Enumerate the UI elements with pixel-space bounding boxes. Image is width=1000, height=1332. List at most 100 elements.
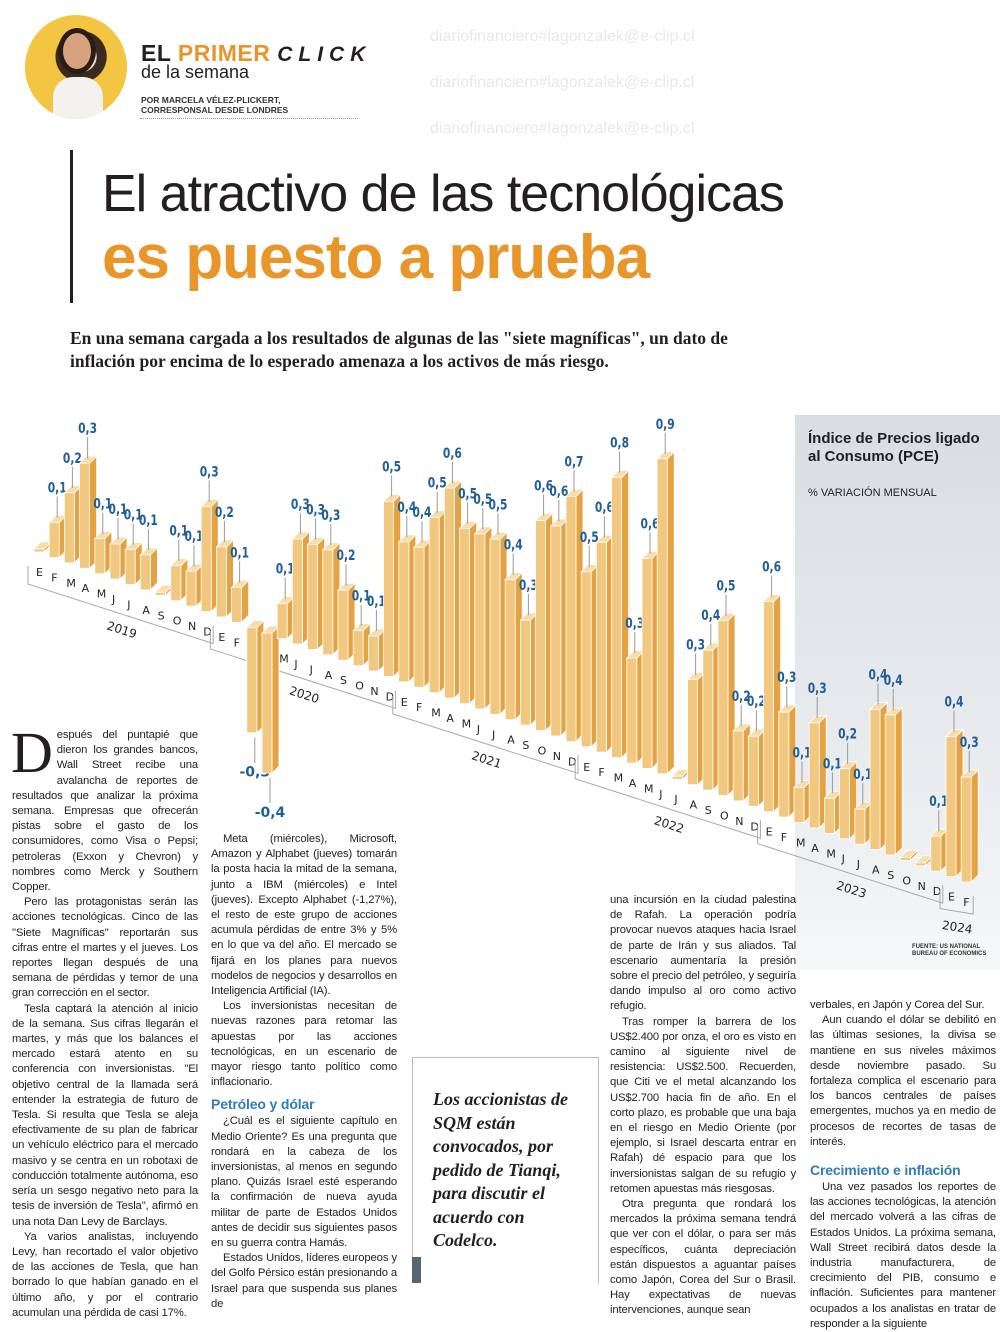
- month-label: J: [476, 723, 480, 736]
- year-label: 2024: [941, 918, 973, 937]
- value-label: 0,4: [884, 673, 903, 689]
- section-subtitle: de la semana: [141, 62, 250, 82]
- month-label: E: [401, 696, 408, 709]
- month-label: O: [538, 745, 547, 758]
- bar: [109, 543, 121, 580]
- month-label: N: [553, 750, 561, 763]
- month-label: M: [279, 653, 289, 666]
- year-bracket: [757, 825, 944, 904]
- bar: [656, 458, 668, 775]
- bar: [443, 487, 455, 699]
- author-photo: [25, 15, 127, 119]
- bar: [367, 635, 379, 672]
- bar: [778, 711, 790, 818]
- month-label: E: [948, 891, 955, 904]
- value-label: 0,6: [443, 446, 462, 462]
- year-bracket: [392, 695, 579, 775]
- month-label: O: [902, 874, 911, 887]
- bar: [611, 477, 622, 758]
- value-label: 0,3: [306, 503, 325, 519]
- pull-quote: Los accionistas de SQM están convocados,…: [412, 1057, 599, 1283]
- year-bracket: [209, 630, 397, 710]
- bar: [687, 679, 698, 786]
- value-label: 0,1: [352, 589, 371, 605]
- year-label: 2020: [288, 684, 321, 707]
- month-label: S: [887, 869, 894, 882]
- month-label: S: [340, 674, 347, 687]
- value-label: 0,5: [473, 492, 492, 508]
- value-label: 0,6: [534, 479, 553, 495]
- bar: [170, 565, 182, 602]
- value-label: 0,5: [458, 487, 477, 503]
- brand-primer: PRIMER: [177, 40, 271, 66]
- article-column-2: Meta (miércoles), Microsoft, Amazon y Al…: [211, 832, 397, 1312]
- pce-bar-chart: EFMAMJJASONDEFMAMJJASONDEFMAMJJASONDEFMA…: [27, 417, 980, 937]
- month-label: M: [462, 717, 472, 730]
- value-label: 0,4: [397, 500, 416, 516]
- value-label: 0,3: [519, 578, 538, 594]
- pull-quote-accent: [412, 1257, 421, 1283]
- value-label: 0,6: [762, 560, 781, 576]
- bar: [428, 517, 440, 694]
- month-label: F: [781, 831, 787, 844]
- bar: [626, 657, 638, 764]
- month-label: J: [673, 793, 677, 806]
- bar: [307, 543, 319, 650]
- brand-click: CLICK: [277, 43, 372, 66]
- bar: [915, 862, 926, 867]
- month-label: M: [826, 847, 836, 860]
- value-label: 0,5: [489, 497, 508, 513]
- article-column-3: una incursión en la ciudad palestina de …: [610, 893, 796, 1319]
- bar: [641, 557, 653, 769]
- value-label: 0,3: [291, 497, 310, 513]
- bar: [215, 546, 227, 618]
- value-label: 0,4: [701, 608, 720, 624]
- bar: [231, 586, 243, 623]
- value-label: 0,1: [169, 524, 188, 540]
- bar: [824, 797, 835, 834]
- value-label: 0,1: [185, 529, 204, 545]
- watermark: diariofinanciero#lagonzalek@e-clip.cl: [430, 28, 695, 45]
- article-column-4: verbales, en Japón y Corea del Sur. Aun …: [810, 998, 996, 1332]
- year-label: 2019: [105, 619, 138, 642]
- bar: [64, 492, 75, 564]
- value-label: 0,1: [793, 746, 812, 762]
- bar: [383, 501, 395, 677]
- value-label: 0,5: [428, 476, 447, 492]
- month-label: S: [158, 609, 165, 622]
- paragraph: Pero las protagonistas serán las accione…: [12, 896, 198, 1000]
- month-label: D: [750, 820, 758, 833]
- month-label: M: [796, 836, 806, 849]
- value-label: 0,3: [200, 465, 219, 481]
- value-label: 0,8: [610, 436, 629, 452]
- bar: [596, 541, 607, 753]
- month-label: J: [111, 593, 115, 606]
- bar: [322, 549, 334, 656]
- year-label: 2021: [470, 748, 503, 771]
- paragraph: Tras romper la barrera de los US$2.400 p…: [610, 1015, 796, 1195]
- value-label: 0,3: [808, 681, 827, 697]
- bar: [672, 775, 683, 780]
- bar: [960, 776, 972, 883]
- year-bracket: [939, 890, 974, 915]
- value-label: 0,2: [732, 689, 751, 705]
- month-label: A: [507, 734, 515, 747]
- month-label: M: [66, 577, 76, 590]
- month-label: M: [614, 772, 624, 785]
- deck: En una semana cargada a los resultados d…: [70, 328, 728, 371]
- month-label: F: [234, 636, 240, 649]
- value-label: 0,1: [109, 502, 128, 518]
- value-label: 0,4: [869, 668, 888, 684]
- bar: [79, 462, 90, 569]
- bar: [474, 533, 486, 710]
- value-label: 0,3: [960, 735, 979, 751]
- value-label: 0,2: [215, 505, 234, 521]
- paragraph: ¿Cuál es el siguiente capítulo en Medio …: [211, 1115, 397, 1250]
- bar-side: [894, 706, 903, 856]
- value-label: 0,7: [565, 454, 584, 470]
- paragraph: Ya varios analistas, incluyendo Levy, ha…: [12, 1230, 198, 1319]
- bar: [246, 627, 258, 734]
- paragraph: una incursión en la ciudad palestina de …: [610, 894, 796, 1013]
